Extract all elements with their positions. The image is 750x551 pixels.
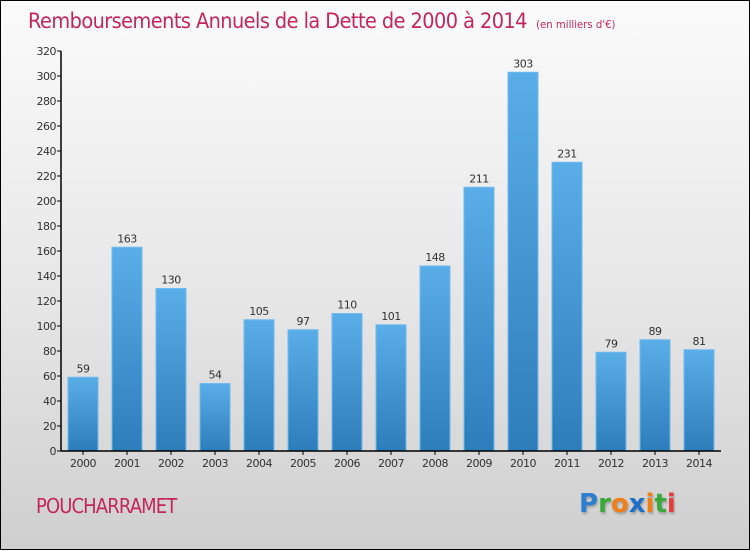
value-label-2009: 211	[469, 172, 489, 185]
logo-letter: i	[666, 489, 676, 519]
x-tick-label-2008: 2008	[422, 457, 448, 470]
y-tick-label-60: 60	[43, 370, 56, 383]
logo-letter: t	[654, 489, 667, 519]
bar-2013	[639, 339, 671, 452]
x-tick-label-2010: 2010	[510, 457, 536, 470]
logo-letter: i	[645, 489, 655, 519]
x-tick-label-2007: 2007	[378, 457, 404, 470]
bar-2006	[331, 313, 363, 452]
value-label-2003: 54	[209, 369, 222, 382]
x-tick-label-2006: 2006	[334, 457, 360, 470]
value-label-2011: 231	[557, 147, 577, 160]
y-tick-label-300: 300	[37, 70, 57, 83]
value-label-2013: 89	[649, 325, 662, 338]
value-label-2002: 130	[161, 274, 181, 287]
value-label-2014: 81	[693, 335, 706, 348]
bar-2007	[375, 324, 407, 452]
y-tick-label-280: 280	[37, 95, 57, 108]
bar-2003	[199, 383, 231, 452]
unit-note: (en milliers d'€)	[536, 18, 616, 31]
value-label-2010: 303	[513, 57, 533, 70]
x-tick-label-2002: 2002	[158, 457, 184, 470]
logo-letter: r	[598, 489, 611, 519]
y-tick-label-20: 20	[43, 420, 56, 433]
value-label-2000: 59	[77, 362, 90, 375]
y-tick-label-260: 260	[37, 120, 57, 133]
bar-2012	[595, 351, 627, 452]
value-label-2007: 101	[381, 310, 401, 323]
commune-name: POUCHARRAMET	[36, 494, 177, 518]
bar-2010	[507, 71, 539, 452]
value-label-2006: 110	[337, 299, 357, 312]
bar-2014	[683, 349, 715, 452]
logo-letter: o	[610, 489, 629, 519]
y-axis: 0 20 40 60 80 100 120 140 160 180 200 220 240 260 280 3…	[37, 45, 62, 458]
bar-2008	[419, 265, 451, 452]
y-tick-label-100: 100	[37, 320, 57, 333]
y-tick-label-120: 120	[37, 295, 57, 308]
proxiti-logo[interactable]: Proxiti	[579, 489, 676, 519]
bar-2005	[287, 329, 319, 452]
y-tick-label-220: 220	[37, 170, 57, 183]
y-tick-label-0: 0	[50, 445, 57, 458]
bar-2000	[67, 376, 99, 452]
x-tick-label-2001: 2001	[114, 457, 140, 470]
x-tick-label-2000: 2000	[70, 457, 96, 470]
x-tick-label-2011: 2011	[554, 457, 580, 470]
y-tick-label-200: 200	[37, 195, 57, 208]
value-label-2005: 97	[297, 315, 310, 328]
x-tick-label-2005: 2005	[290, 457, 316, 470]
x-tick-label-2009: 2009	[466, 457, 492, 470]
y-tick-label-140: 140	[37, 270, 57, 283]
bar-2004	[243, 319, 275, 452]
x-axis: 2000 2001 2002 2003 2004 2005 2006 2007 2008 2009…	[61, 450, 721, 470]
x-tick-label-2012: 2012	[598, 457, 624, 470]
x-tick-label-2014: 2014	[686, 457, 712, 470]
logo-letter: x	[628, 489, 646, 519]
y-tick-label-160: 160	[37, 245, 57, 258]
bar-2011	[551, 161, 583, 452]
x-tick-label-2013: 2013	[642, 457, 668, 470]
y-tick-label-240: 240	[37, 145, 57, 158]
logo-letter: P	[579, 489, 599, 519]
y-tick-label-40: 40	[43, 395, 56, 408]
chart-title-text: Remboursements Annuels de la Dette de 20…	[28, 9, 527, 33]
bar-2002	[155, 288, 187, 452]
bar-2009	[463, 186, 495, 452]
value-label-2012: 79	[605, 337, 618, 350]
bars-group: 59 163 130 54 105 97 110 101 148 211 303 231 79 89 81	[67, 57, 715, 452]
chart-title: Remboursements Annuels de la Dette de 20…	[28, 9, 615, 33]
x-tick-label-2003: 2003	[202, 457, 228, 470]
x-tick-label-2004: 2004	[246, 457, 272, 470]
value-label-2001: 163	[117, 232, 137, 245]
bar-2001	[111, 246, 143, 452]
y-tick-label-80: 80	[43, 345, 56, 358]
y-tick-label-180: 180	[37, 220, 57, 233]
value-label-2008: 148	[425, 251, 445, 264]
y-tick-label-320: 320	[37, 45, 57, 58]
value-label-2004: 105	[249, 305, 269, 318]
